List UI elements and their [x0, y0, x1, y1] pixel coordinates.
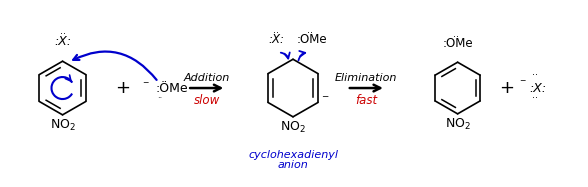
Text: :X:: :X:: [529, 82, 547, 95]
Text: cyclohexadienyl: cyclohexadienyl: [248, 150, 338, 160]
Text: :ÖMe: :ÖMe: [155, 82, 188, 95]
Text: fast: fast: [355, 94, 377, 107]
Text: ··: ··: [453, 32, 459, 42]
Text: ··: ··: [156, 94, 162, 103]
Text: :X:: :X:: [268, 33, 284, 46]
Text: NO$_2$: NO$_2$: [49, 118, 75, 133]
Text: :OMe: :OMe: [442, 37, 473, 50]
Text: NO$_2$: NO$_2$: [445, 117, 470, 132]
Text: Addition: Addition: [183, 73, 230, 83]
Text: ··: ··: [532, 70, 539, 80]
Text: $^{-}$: $^{-}$: [142, 80, 150, 90]
Text: anion: anion: [278, 160, 308, 169]
Text: :OMe: :OMe: [296, 33, 328, 46]
Text: +: +: [115, 79, 130, 97]
Text: ··: ··: [59, 29, 65, 39]
Text: ··: ··: [532, 93, 539, 103]
Text: NO$_2$: NO$_2$: [280, 120, 306, 135]
Text: ··: ··: [273, 28, 279, 38]
Text: slow: slow: [193, 94, 220, 107]
Text: +: +: [499, 79, 514, 97]
Text: Elimination: Elimination: [335, 73, 397, 83]
Text: $^{-}$: $^{-}$: [321, 93, 329, 106]
Text: ··: ··: [307, 28, 313, 38]
Text: $^{-}$: $^{-}$: [519, 78, 526, 88]
Text: :X:: :X:: [54, 35, 71, 48]
